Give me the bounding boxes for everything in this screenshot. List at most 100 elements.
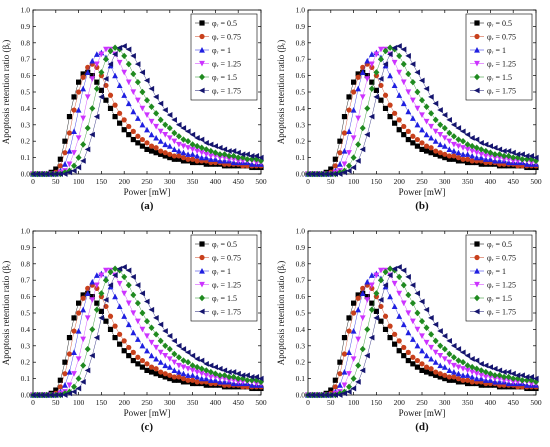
series-5: [30, 264, 264, 398]
y-tick-label: 0.2: [21, 137, 31, 146]
data-point: [378, 318, 384, 324]
data-point: [80, 85, 87, 92]
legend-label: φᵣ = 1.25: [487, 60, 516, 69]
data-point: [460, 156, 466, 162]
data-point: [519, 372, 525, 379]
legend-label: φᵣ = 0.5: [487, 19, 512, 28]
data-point: [203, 375, 210, 382]
data-point: [76, 79, 82, 85]
data-point: [212, 156, 219, 162]
data-point: [180, 125, 187, 131]
data-point: [382, 61, 389, 68]
data-point: [198, 154, 205, 161]
data-point: [460, 151, 466, 157]
data-point: [428, 150, 434, 156]
data-point: [377, 296, 384, 303]
data-point: [253, 374, 260, 380]
data-point: [465, 377, 471, 383]
data-point: [134, 282, 141, 289]
x-tick-label: 350: [462, 177, 474, 186]
data-point: [401, 344, 407, 351]
data-point: [130, 53, 136, 59]
data-point: [103, 267, 109, 274]
data-point: [185, 372, 191, 378]
data-point: [460, 372, 466, 378]
data-point: [57, 384, 63, 390]
data-point: [89, 105, 96, 112]
data-point: [162, 328, 168, 334]
legend-marker: [474, 47, 480, 53]
data-point: [93, 334, 100, 341]
data-point: [139, 105, 146, 112]
y-tick-label: 0.1: [21, 374, 31, 383]
data-point: [400, 321, 407, 328]
data-point: [57, 377, 63, 383]
data-point: [176, 156, 182, 162]
data-point: [98, 87, 104, 93]
data-point: [190, 159, 196, 166]
data-point: [523, 153, 530, 159]
data-point: [157, 116, 164, 124]
data-point: [112, 323, 118, 329]
y-tick-label: 0.4: [21, 104, 31, 113]
data-point: [396, 117, 402, 123]
data-point: [93, 61, 100, 68]
data-point: [496, 367, 503, 374]
data-point: [400, 79, 407, 86]
data-point: [144, 333, 150, 339]
data-point: [176, 369, 182, 375]
data-point: [84, 315, 91, 321]
x-tick-label: 200: [394, 177, 406, 186]
data-point: [378, 97, 384, 103]
data-point: [305, 392, 311, 398]
data-point: [80, 71, 86, 77]
data-point: [346, 128, 352, 134]
legend-label: φᵣ = 0.5: [212, 19, 237, 28]
data-point: [139, 136, 146, 143]
data-point: [135, 133, 141, 139]
data-point: [437, 328, 443, 334]
data-point: [148, 131, 155, 138]
legend-marker: [199, 20, 205, 26]
y-tick-label: 0.2: [21, 358, 31, 367]
data-point: [203, 146, 210, 153]
data-point: [478, 154, 485, 161]
data-point: [98, 272, 105, 279]
data-point: [455, 364, 462, 371]
data-point: [419, 112, 425, 118]
data-point: [364, 297, 371, 303]
data-point: [66, 130, 73, 136]
data-point: [144, 361, 150, 367]
data-point: [451, 148, 457, 154]
x-tick-label: 0: [31, 398, 35, 407]
data-point: [258, 375, 264, 382]
data-point: [167, 372, 173, 378]
y-tick-label: 0.7: [21, 55, 31, 64]
data-point: [465, 156, 471, 162]
data-point: [428, 145, 434, 151]
data-point: [171, 138, 178, 145]
data-point: [166, 364, 173, 370]
data-point: [341, 148, 348, 154]
legend-label: φᵣ = 1: [212, 46, 231, 55]
data-point: [433, 372, 439, 378]
x-tick-label: 50: [327, 177, 335, 186]
data-point: [318, 392, 325, 398]
data-point: [491, 372, 498, 379]
x-tick-label: 300: [164, 398, 176, 407]
legend-label: φᵣ = 1.5: [487, 294, 512, 303]
data-point: [419, 361, 425, 367]
data-point: [198, 375, 205, 382]
data-point: [221, 367, 228, 374]
data-point: [423, 118, 430, 125]
data-point: [455, 125, 462, 131]
data-point: [496, 376, 503, 382]
legend-marker: [474, 73, 480, 81]
data-point: [437, 362, 444, 369]
data-point: [226, 373, 233, 381]
data-point: [460, 366, 466, 372]
data-point: [185, 156, 191, 162]
data-point: [216, 151, 223, 158]
legend-label: φᵣ = 0.5: [212, 240, 237, 249]
